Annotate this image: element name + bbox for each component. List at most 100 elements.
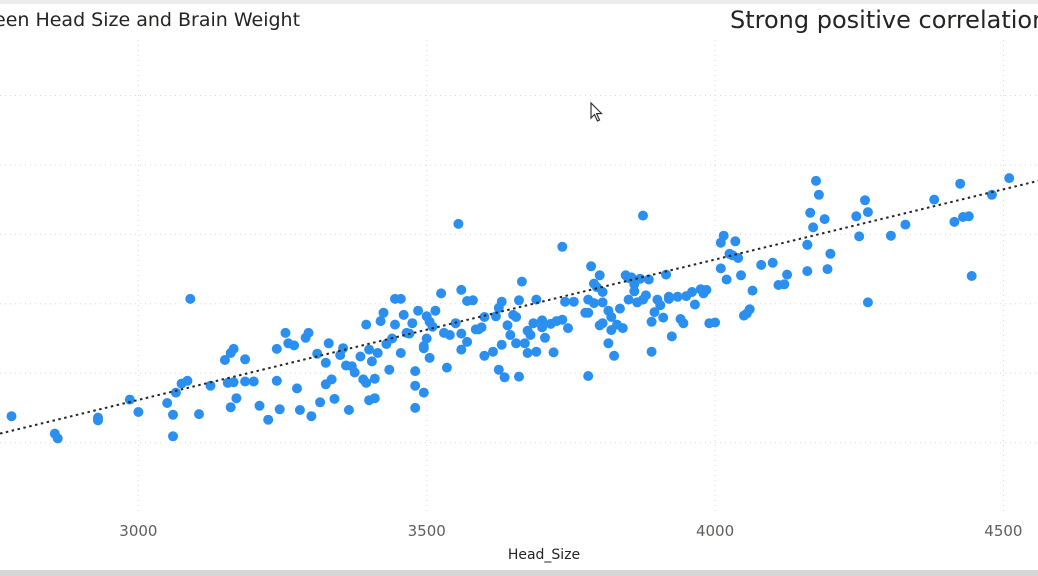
data-point[interactable] — [603, 338, 613, 348]
data-point[interactable] — [263, 415, 273, 425]
data-point[interactable] — [240, 354, 250, 364]
data-point[interactable] — [468, 295, 478, 305]
data-point[interactable] — [629, 286, 639, 296]
data-point[interactable] — [324, 338, 334, 348]
data-point[interactable] — [168, 410, 178, 420]
data-point[interactable] — [292, 383, 302, 393]
data-point[interactable] — [422, 334, 432, 344]
data-point[interactable] — [229, 344, 239, 354]
data-point[interactable] — [367, 356, 377, 366]
data-point[interactable] — [430, 306, 440, 316]
data-point[interactable] — [701, 285, 711, 295]
data-point[interactable] — [231, 393, 241, 403]
data-point[interactable] — [967, 271, 977, 281]
data-point[interactable] — [168, 431, 178, 441]
data-point[interactable] — [185, 294, 195, 304]
data-point[interactable] — [690, 300, 700, 310]
data-point[interactable] — [125, 395, 135, 405]
data-point[interactable] — [384, 365, 394, 375]
data-point[interactable] — [854, 231, 864, 241]
data-point[interactable] — [647, 317, 657, 327]
data-point[interactable] — [638, 211, 648, 221]
data-point[interactable] — [249, 377, 259, 387]
data-point[interactable] — [428, 322, 438, 332]
data-point[interactable] — [569, 297, 579, 307]
data-point[interactable] — [526, 330, 536, 340]
data-point[interactable] — [229, 377, 239, 387]
data-point[interactable] — [520, 338, 530, 348]
data-point[interactable] — [479, 312, 489, 322]
data-point[interactable] — [315, 397, 325, 407]
data-point[interactable] — [624, 295, 634, 305]
data-point[interactable] — [503, 320, 513, 330]
data-point[interactable] — [410, 366, 420, 376]
data-point[interactable] — [736, 270, 746, 280]
data-point[interactable] — [396, 348, 406, 358]
data-point[interactable] — [825, 249, 835, 259]
data-point[interactable] — [330, 394, 340, 404]
data-point[interactable] — [557, 242, 567, 252]
data-point[interactable] — [514, 295, 524, 305]
data-point[interactable] — [823, 264, 833, 274]
data-point[interactable] — [598, 287, 608, 297]
data-point[interactable] — [863, 207, 873, 217]
data-point[interactable] — [456, 329, 466, 339]
data-point[interactable] — [523, 348, 533, 358]
data-point[interactable] — [162, 398, 172, 408]
data-point[interactable] — [53, 433, 63, 443]
data-point[interactable] — [719, 231, 729, 241]
data-point[interactable] — [964, 211, 974, 221]
data-point[interactable] — [615, 304, 625, 314]
data-point[interactable] — [364, 345, 374, 355]
data-point[interactable] — [399, 310, 409, 320]
data-point[interactable] — [133, 407, 143, 417]
data-point[interactable] — [370, 374, 380, 384]
data-point[interactable] — [730, 236, 740, 246]
data-point[interactable] — [419, 388, 429, 398]
data-point[interactable] — [479, 351, 489, 361]
data-point[interactable] — [540, 333, 550, 343]
data-point[interactable] — [456, 285, 466, 295]
data-point[interactable] — [955, 179, 965, 189]
data-point[interactable] — [477, 322, 487, 332]
data-point[interactable] — [7, 411, 17, 421]
data-point[interactable] — [488, 347, 498, 357]
data-point[interactable] — [756, 260, 766, 270]
data-point[interactable] — [379, 308, 389, 318]
data-point[interactable] — [453, 219, 463, 229]
data-point[interactable] — [390, 320, 400, 330]
data-point[interactable] — [722, 275, 732, 285]
data-point[interactable] — [361, 378, 371, 388]
data-point[interactable] — [410, 381, 420, 391]
data-point[interactable] — [609, 351, 619, 361]
data-point[interactable] — [563, 323, 573, 333]
data-point[interactable] — [595, 270, 605, 280]
data-point[interactable] — [355, 352, 365, 362]
data-point[interactable] — [658, 313, 668, 323]
data-point[interactable] — [687, 287, 697, 297]
data-point[interactable] — [531, 295, 541, 305]
data-point[interactable] — [373, 348, 383, 358]
data-point[interactable] — [321, 358, 331, 368]
data-point[interactable] — [811, 176, 821, 186]
data-point[interactable] — [370, 393, 380, 403]
data-point[interactable] — [664, 294, 674, 304]
data-point[interactable] — [820, 214, 830, 224]
data-point[interactable] — [655, 300, 665, 310]
data-point[interactable] — [514, 372, 524, 382]
data-point[interactable] — [436, 288, 446, 298]
data-point[interactable] — [226, 402, 236, 412]
data-point[interactable] — [900, 220, 910, 230]
data-point[interactable] — [851, 211, 861, 221]
data-point[interactable] — [350, 368, 360, 378]
data-point[interactable] — [272, 344, 282, 354]
data-point[interactable] — [396, 294, 406, 304]
data-point[interactable] — [93, 415, 103, 425]
data-point[interactable] — [304, 328, 314, 338]
data-point[interactable] — [327, 374, 337, 384]
data-point[interactable] — [517, 277, 527, 287]
data-point[interactable] — [802, 240, 812, 250]
data-point[interactable] — [860, 195, 870, 205]
data-point[interactable] — [768, 258, 778, 268]
data-point[interactable] — [647, 347, 657, 357]
